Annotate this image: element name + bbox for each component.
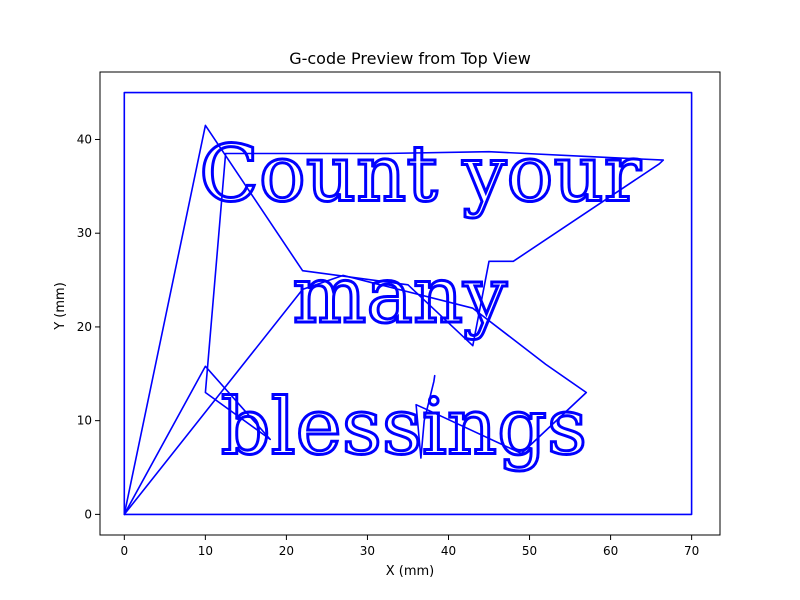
x-tick-label: 10: [198, 544, 213, 558]
plot-area: Count your many blessings: [99, 71, 721, 536]
x-axis-label: X (mm): [386, 564, 435, 579]
y-tick-label: 20: [77, 320, 92, 334]
toolpath-segment-1: [123, 124, 665, 516]
x-tick-label: 60: [603, 544, 618, 558]
y-tick-label: 40: [77, 132, 92, 146]
y-axis-label: Y (mm): [53, 282, 68, 331]
y-tick-label: 10: [77, 414, 92, 428]
engraved-text-line-3: blessings: [221, 382, 587, 472]
engraved-text-line-2: many: [292, 251, 507, 341]
y-tick-label: 30: [77, 226, 92, 240]
x-tick-label: 70: [684, 544, 699, 558]
x-tick-label: 0: [120, 544, 128, 558]
x-tick-label: 20: [279, 544, 294, 558]
y-axis: 0 10 20 30 40: [77, 132, 100, 521]
x-axis: 0 10 20 30 40 50 60 70: [120, 535, 699, 558]
x-tick-label: 50: [522, 544, 537, 558]
x-tick-label: 40: [441, 544, 456, 558]
x-tick-label: 30: [360, 544, 375, 558]
chart-title: G-code Preview from Top View: [289, 49, 531, 68]
engraved-text-line-1: Count your: [199, 129, 642, 219]
toolpath-segment-0: [123, 91, 693, 516]
toolpath-segment-2: [123, 274, 588, 516]
axes-frame: [99, 71, 721, 536]
y-tick-label: 0: [84, 507, 92, 521]
